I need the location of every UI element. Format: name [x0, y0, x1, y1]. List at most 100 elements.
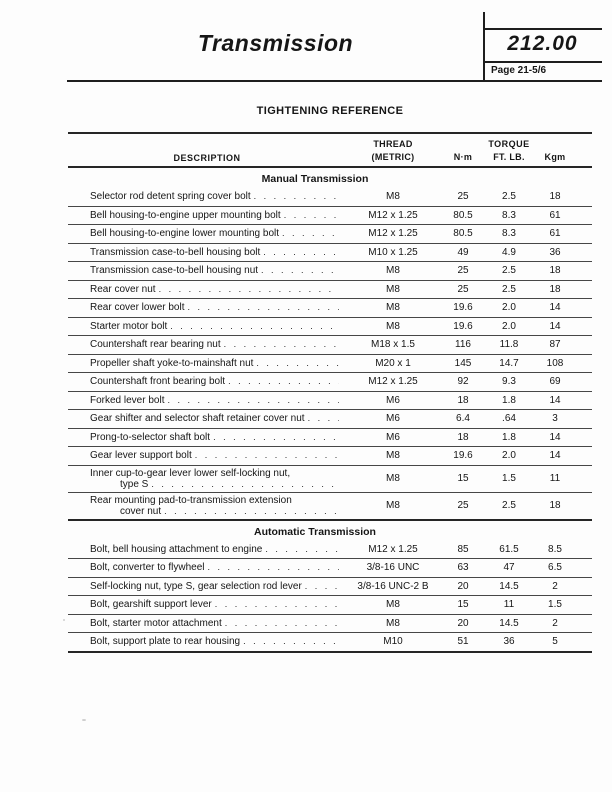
row-thread: M8 [386, 450, 400, 462]
row-description: Transmission case-to-bell housing bolt [90, 246, 261, 258]
row-torque-ftlb: 2.5 [502, 265, 516, 277]
row-description-cell: Countershaft rear bearing nut . . . . . … [68, 339, 346, 350]
row-torque-nm: 51 [457, 636, 469, 648]
dot-leader: . . . . . . . . . . . . . . . . . . . . … [224, 617, 339, 628]
row-torque-kgm: 18 [549, 265, 561, 277]
table-row: Transmission case-to-bell housing nut . … [68, 262, 592, 281]
row-thread: 3/8-16 UNC-2 B [357, 580, 429, 592]
row-torque-ftlb: 8.3 [502, 228, 516, 240]
row-description: Countershaft rear bearing nut [90, 339, 221, 351]
row-torque-ftlb: 11 [503, 599, 515, 611]
table-row: Rear cover nut . . . . . . . . . . . . .… [68, 281, 592, 300]
table-row: Bolt, support plate to rear housing . . … [68, 633, 592, 653]
row-description-cell: Propeller shaft yoke-to-mainshaft nut . … [68, 358, 346, 369]
row-description: Bolt, gearshift support lever [90, 599, 212, 611]
table-section-heading: Manual Transmission [261, 173, 369, 186]
section-box-top-rule [483, 28, 602, 30]
row-thread: M6 [386, 431, 400, 443]
row-torque-nm: 15 [457, 473, 469, 485]
row-torque-nm: 145 [454, 357, 472, 369]
row-torque-nm: 15 [457, 599, 469, 611]
row-torque-kgm: 1.5 [548, 599, 562, 611]
row-description: Gear lever support bolt [90, 450, 192, 462]
row-torque-kgm: 36 [549, 246, 561, 258]
row-torque-nm: 63 [457, 562, 469, 574]
row-torque-ftlb: 1.8 [502, 394, 516, 406]
table-row: Prong-to-selector shaft bolt . . . . . .… [68, 429, 592, 448]
row-description: Propeller shaft yoke-to-mainshaft nut [90, 357, 254, 369]
table-body: Manual Transmission Selector rod detent … [68, 168, 592, 653]
row-torque-kgm: 87 [549, 339, 561, 351]
row-description: Selector rod detent spring cover bolt [90, 191, 251, 203]
row-torque-ftlb: 2.0 [502, 450, 516, 462]
row-thread: M8 [386, 599, 400, 611]
row-thread: M8 [386, 320, 400, 332]
row-description-cell: Gear shifter and selector shaft retainer… [68, 413, 346, 424]
dot-leader: . . . . . . . . . . . . . . . . . . . . … [187, 302, 339, 313]
table-title: TIGHTENING REFERENCE [256, 105, 404, 117]
row-torque-ftlb: 11.8 [499, 339, 519, 351]
table-row: Bolt, starter motor attachment . . . . .… [68, 615, 592, 634]
row-description-cell: Transmission case-to-bell housing nut . … [68, 265, 346, 276]
row-thread: M6 [386, 413, 400, 425]
row-torque-kgm: 14 [549, 320, 561, 332]
row-thread: 3/8-16 UNC [366, 562, 420, 574]
row-thread: M8 [386, 473, 400, 485]
row-torque-nm: 6.4 [456, 413, 470, 425]
row-thread: M12 x 1.25 [368, 376, 418, 388]
row-description: Forked lever bolt [90, 394, 165, 406]
row-torque-kgm: 14 [549, 450, 561, 462]
row-torque-nm: 85 [457, 543, 469, 555]
row-torque-ftlb: 2.0 [502, 320, 516, 332]
table-row: Transmission case-to-bell housing bolt .… [68, 244, 592, 263]
dot-leader: . . . . . . . . . . . . . . . . . . . . … [282, 228, 339, 239]
row-description-cell: Inner cup-to-gear lever lower self-locki… [68, 468, 346, 490]
row-torque-ftlb: 2.5 [502, 500, 516, 512]
row-description: Rear cover lower bolt [90, 302, 185, 314]
row-torque-ftlb: 4.9 [502, 246, 516, 258]
dot-leader: . . . . . . . . . . . . . . . . . . . . … [261, 265, 339, 276]
column-header-ftlb: FT. LB. [493, 151, 525, 162]
row-torque-nm: 20 [457, 617, 469, 629]
row-description-cell: Rear cover nut . . . . . . . . . . . . .… [68, 284, 346, 295]
dot-leader: . . . . . . . . . . . . . . . . . . . . … [263, 246, 339, 257]
row-description-cell: Gear lever support bolt . . . . . . . . … [68, 450, 346, 461]
row-torque-ftlb: 2.5 [502, 283, 516, 295]
row-description-cell: Prong-to-selector shaft bolt . . . . . .… [68, 432, 346, 443]
table-row: Bolt, gearshift support lever . . . . . … [68, 596, 592, 615]
row-thread: M8 [386, 617, 400, 629]
row-torque-ftlb: 1.5 [502, 473, 516, 485]
row-description-cell: Rear cover lower bolt . . . . . . . . . … [68, 302, 346, 313]
row-torque-nm: 80.5 [453, 228, 473, 240]
row-torque-nm: 92 [457, 376, 469, 388]
row-description-cell: Countershaft front bearing bolt . . . . … [68, 376, 346, 387]
table-row: Gear lever support bolt . . . . . . . . … [68, 447, 592, 466]
row-description: Rear cover nut [90, 283, 156, 295]
row-description-cell: Bolt, bell housing attachment to engine … [68, 544, 346, 555]
row-torque-nm: 25 [457, 500, 469, 512]
table-row: Countershaft front bearing bolt . . . . … [68, 373, 592, 392]
row-torque-nm: 19.6 [453, 302, 473, 314]
row-torque-kgm: 14 [549, 431, 561, 443]
dot-leader: . . . . . . . . . . . . . . . . . . . . … [304, 580, 339, 591]
dot-leader: . . . . . . . . . . . . . . . . . . . . … [243, 636, 339, 647]
table-row: Gear shifter and selector shaft retainer… [68, 410, 592, 429]
dot-leader: . . . . . . . . . . . . . . . . . . . . … [164, 505, 339, 516]
row-description: Countershaft front bearing bolt [90, 376, 226, 388]
table-row: Bell housing-to-engine upper mounting bo… [68, 207, 592, 226]
row-thread: M8 [386, 191, 400, 203]
row-torque-kgm: 14 [549, 302, 561, 314]
row-torque-kgm: 69 [549, 376, 561, 388]
row-thread: M10 x 1.25 [368, 246, 418, 258]
row-torque-kgm: 61 [549, 209, 561, 221]
row-description-cell: Transmission case-to-bell housing bolt .… [68, 247, 346, 258]
dot-leader: . . . . . . . . . . . . . . . . . . . . … [265, 543, 339, 554]
row-thread: M12 x 1.25 [368, 543, 418, 555]
row-thread: M8 [386, 265, 400, 277]
row-description-cell: Bell housing-to-engine upper mounting bo… [68, 210, 346, 221]
dot-leader: . . . . . . . . . . . . . . . . . . . . … [151, 478, 339, 489]
column-header-kgm: Kgm [544, 151, 566, 162]
row-thread: M8 [386, 302, 400, 314]
row-torque-ftlb: 9.3 [502, 376, 516, 388]
